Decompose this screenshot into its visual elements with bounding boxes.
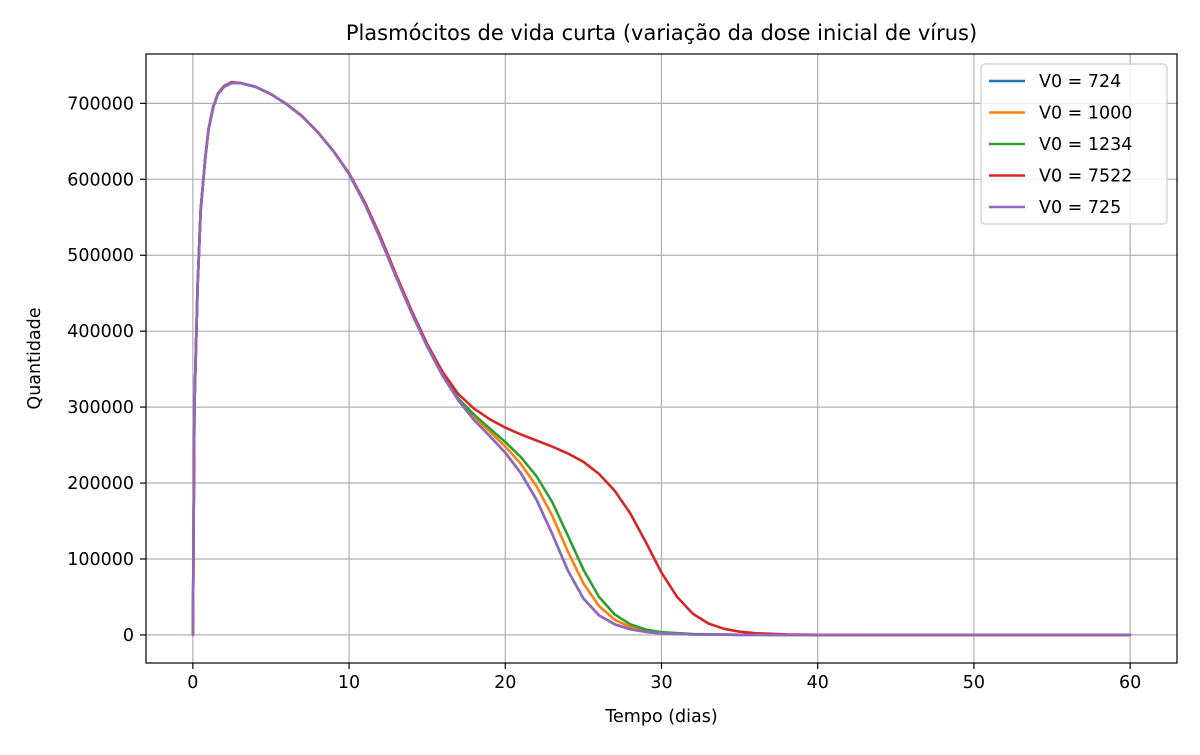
- legend-box: [980, 63, 1168, 225]
- y-tick-label: 100000: [67, 550, 134, 570]
- x-tick-label: 20: [494, 673, 516, 693]
- y-tick-label: 400000: [67, 322, 134, 342]
- legend-label: V0 = 725: [1039, 198, 1121, 218]
- y-tick-label: 600000: [67, 170, 134, 190]
- y-tick-label: 200000: [67, 474, 134, 494]
- legend-label: V0 = 1000: [1039, 104, 1132, 124]
- y-tick-label: 700000: [67, 94, 134, 114]
- grid-lines: [146, 54, 1177, 663]
- y-axis-ticks: 0 100000 200000 300000 400000 500000 600000 700…: [67, 94, 146, 646]
- legend: V0 = 724 V0 = 1000 V0 = 1234 V0 = 7522 V0 = …: [980, 63, 1168, 225]
- x-tick-label: 60: [1119, 673, 1141, 693]
- y-axis-label: Quantidade: [25, 307, 45, 409]
- chart-title: Plasmócitos de vida curta (variação da d…: [346, 21, 977, 45]
- x-tick-label: 10: [338, 673, 360, 693]
- y-tick-label: 500000: [67, 246, 134, 266]
- y-tick-label: 0: [123, 626, 134, 646]
- x-tick-label: 30: [650, 673, 672, 693]
- x-axis-ticks: 0 10 20 30 40 50 60: [187, 663, 1141, 693]
- x-tick-label: 50: [963, 673, 985, 693]
- legend-label: V0 = 724: [1039, 72, 1121, 92]
- x-tick-label: 0: [187, 673, 198, 693]
- y-tick-label: 300000: [67, 398, 134, 418]
- series-line-5: [191, 81, 1132, 637]
- x-tick-label: 40: [807, 673, 829, 693]
- legend-label: V0 = 7522: [1039, 167, 1132, 187]
- legend-label: V0 = 1234: [1039, 135, 1132, 155]
- x-axis-label: Tempo (dias): [604, 707, 717, 727]
- series-lines: [191, 80, 1132, 637]
